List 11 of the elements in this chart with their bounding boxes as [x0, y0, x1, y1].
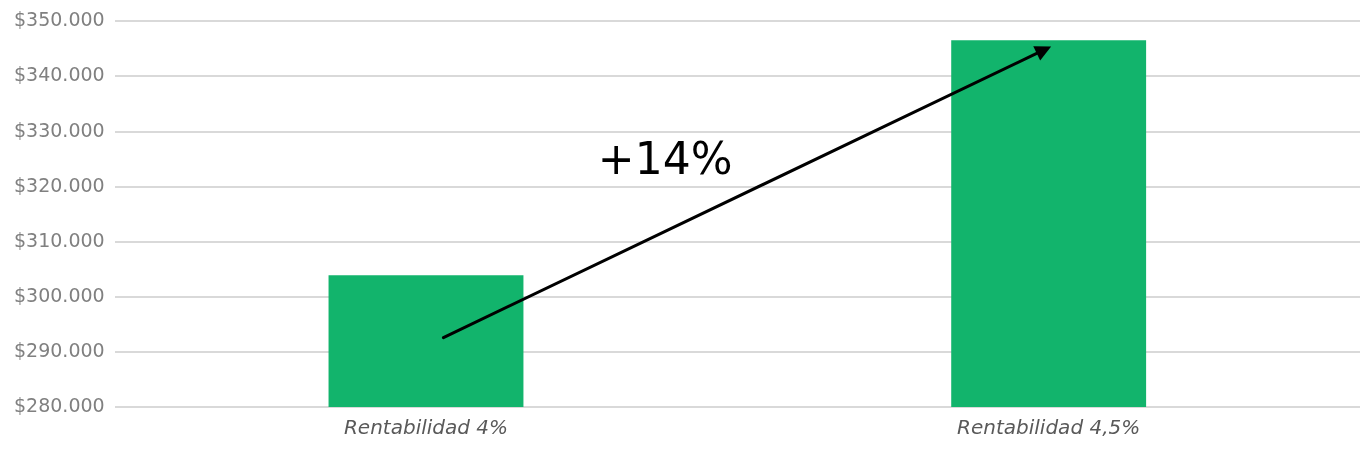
- y-tick-label: $290.000: [13, 338, 105, 361]
- y-tick-label: $320.000: [13, 173, 105, 196]
- y-tick-label: $280.000: [13, 393, 105, 416]
- y-tick-label: $310.000: [13, 228, 105, 251]
- x-tick-label: Rentabilidad 4%: [343, 415, 509, 440]
- y-tick-label: $330.000: [13, 118, 105, 141]
- annotation: +14%: [597, 132, 733, 184]
- y-tick-label: $340.000: [13, 63, 105, 86]
- y-tick-label: $350.000: [13, 8, 105, 31]
- y-tick-label: $300.000: [13, 283, 105, 306]
- x-tick-label: Rentabilidad 4,5%: [957, 415, 1141, 440]
